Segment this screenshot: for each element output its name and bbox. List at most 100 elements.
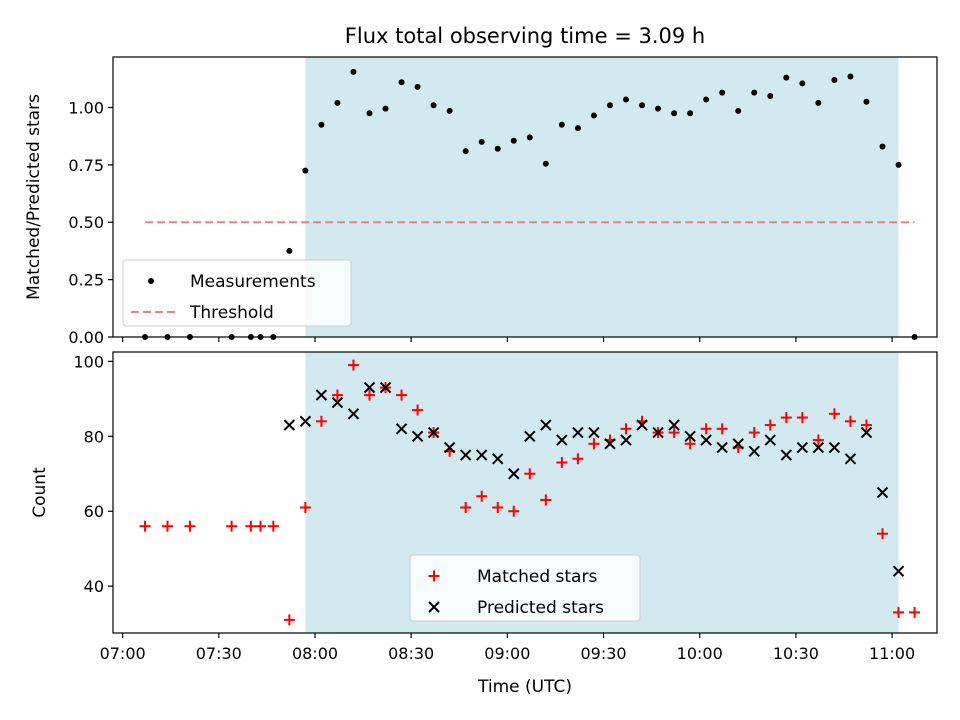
matched-star-point [476,490,488,502]
measurement-point [414,83,421,90]
predicted-star-point [892,565,905,577]
measurement-point [398,79,405,86]
matched-star-point [363,389,375,401]
predicted-star-point [443,441,456,454]
predicted-star-point [379,381,392,394]
legend-marker-plus [428,570,440,582]
predicted-star-point [459,449,472,461]
predicted-star-point [363,381,376,394]
measurement-point [847,73,854,80]
matched-star-point [860,419,872,431]
predicted-star-point [476,449,488,461]
y-tick-label: 1.00 [68,98,104,117]
matched-star-point [844,415,856,427]
measurement-point [302,167,309,174]
measurement-point [799,80,806,87]
measurement-point [366,110,373,117]
predicted-star-point [620,434,632,446]
predicted-star-point [636,419,648,431]
measurement-point [606,102,613,109]
legend-label: Measurements [190,272,316,292]
matched-star-point [540,494,552,506]
matched-star-point [668,427,680,439]
matched-star-point [828,408,840,420]
measurement-point [558,121,565,128]
matched-star-point [876,528,888,540]
predicted-star-point [283,419,296,431]
matched-star-point [764,419,776,431]
predicted-star-point [315,389,328,401]
matched-star-point [299,501,311,513]
measurement-point [350,68,357,75]
predicted-star-point [556,434,568,446]
predicted-star-point [732,438,744,450]
measurement-point [703,96,710,103]
matched-star-point [780,412,792,424]
predicted-star-point [299,415,312,428]
matched-star-point [184,520,196,532]
measurement-point [687,110,694,117]
measurement-point [815,99,822,106]
measurement-point [446,107,453,114]
measurement-point [879,143,886,150]
measurement-point [510,137,517,144]
predicted-star-point [427,426,440,439]
measurement-point [639,102,646,109]
matched-star-point [524,468,536,480]
predicted-star-point [411,430,424,443]
matched-star-point [796,412,808,424]
matched-star-point [162,520,174,532]
matched-star-point [909,606,921,618]
x-tick-label: 09:30 [580,644,626,663]
x-tick-label: 08:00 [292,644,338,663]
legend: Measurements Threshold [122,259,352,327]
ratio-panel: 0.00 0.25 0.50 0.75 1.00 Measurements Threshol… [68,56,938,347]
matched-star-point [254,520,266,532]
matched-star-point [748,427,760,439]
predicted-star-point [796,441,809,454]
measurement-point [318,121,325,128]
x-tick-label: 07:00 [100,644,146,663]
measurement-point [783,74,790,81]
plot-frame [112,56,938,338]
legend-label: Predicted stars [477,598,604,618]
predicted-star-point [540,419,552,431]
y-axis-label-ratio: Matched/Predicted stars [24,94,44,300]
matched-star-point [893,606,905,618]
legend-box [122,259,352,327]
measurement-point [286,247,293,254]
legend-label: Matched stars [477,567,597,587]
y-axis-label-count: Count [30,467,50,518]
plot-frame [112,351,938,634]
observing-window-band [305,57,899,337]
matched-star-point [460,501,472,513]
y-tick-label: 0.75 [68,156,104,175]
measurement-point [863,98,870,105]
matched-star-point [283,614,295,626]
predicted-star-point [844,453,857,465]
measurement-point [895,161,902,168]
predicted-star-point [668,419,680,431]
measurement-point [494,145,501,152]
predicted-star-point [860,426,873,439]
predicted-star-point [748,445,760,457]
y-tick-label: 40 [84,577,104,596]
y-tick-label: 0.25 [68,271,104,290]
predicted-star-point [588,426,600,439]
measurement-point [334,99,341,106]
x-tick-label: 08:30 [388,644,434,663]
measurement-point [590,112,597,119]
measurement-point [430,102,437,109]
measurement-point [831,76,838,83]
matched-star-point [347,359,359,371]
x-tick-label: 10:00 [677,644,723,663]
matched-star-point [396,389,408,401]
matched-star-point [226,520,238,532]
series-predicted-stars [283,381,905,577]
predicted-star-point [508,468,520,480]
matched-star-point [620,423,632,435]
matched-star-point [508,505,520,517]
legend: Matched stars Predicted stars [409,554,641,622]
matched-star-point [716,423,728,435]
